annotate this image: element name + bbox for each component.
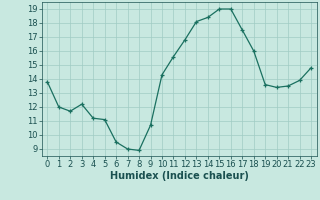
X-axis label: Humidex (Indice chaleur): Humidex (Indice chaleur) xyxy=(110,171,249,181)
